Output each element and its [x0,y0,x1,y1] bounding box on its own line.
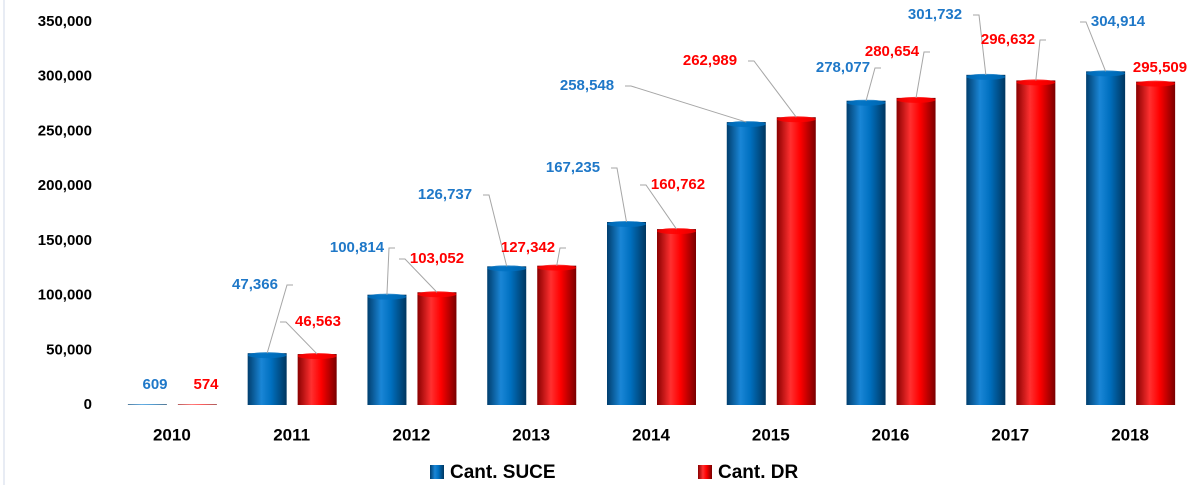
bar-cap [896,96,936,103]
x-tick-label: 2018 [1111,425,1149,444]
x-tick-label: 2011 [273,425,310,444]
y-tick-label: 200,000 [38,177,92,194]
value-label: 296,632 [981,31,1035,48]
leader-line [386,247,395,295]
leader-line [483,194,508,267]
leader-line [1080,21,1107,72]
leader-line [973,14,987,75]
x-tick-label: 2013 [512,425,550,444]
leader-line [748,60,797,118]
value-label: 46,563 [295,313,341,330]
bar [487,266,527,405]
bar [846,100,886,405]
x-tick-label: 2012 [393,425,431,444]
x-tick-label: 2017 [991,425,1029,444]
value-label: 160,762 [651,176,705,193]
bar-cap [966,73,1006,80]
y-tick-label: 150,000 [38,232,92,249]
bar [1086,71,1126,405]
value-label: 304,914 [1091,13,1146,30]
value-label: 126,737 [418,186,472,203]
y-tick-label: 0 [84,396,92,413]
bar [1136,81,1176,405]
bar-cap [776,116,816,123]
leader-line [280,321,318,355]
value-label: 280,654 [865,43,920,60]
bar [966,74,1006,406]
bar [367,294,407,405]
y-tick-label: 300,000 [38,68,92,85]
x-tick-label: 2014 [632,425,670,444]
bar-cap [1136,80,1176,87]
legend-swatch [698,465,712,479]
x-tick-label: 2015 [752,425,790,444]
bar-cap [607,220,646,227]
bar-cap [247,352,287,359]
value-label: 278,077 [816,59,870,76]
bar [776,117,816,405]
bar-cap [846,99,886,106]
value-label: 127,342 [501,239,555,256]
leader-line [1035,39,1046,81]
value-label: 295,509 [1133,59,1187,76]
value-label: 609 [142,376,167,393]
leader-line [865,67,881,101]
bar [297,354,337,405]
bar-cap [417,291,457,298]
legend-label: Cant. DR [718,462,799,483]
bar [537,265,577,405]
y-tick-label: 100,000 [38,287,92,304]
bar [607,221,646,405]
value-label: 47,366 [232,276,278,293]
y-tick-label: 50,000 [46,341,92,358]
bar-cap [297,353,337,360]
y-tick-label: 250,000 [38,122,92,139]
bar [1016,80,1056,405]
bar-cap [367,293,407,300]
bar-cap [1086,70,1126,77]
legend-swatch [430,465,444,479]
value-label: 262,989 [683,52,737,69]
bar [417,292,457,405]
value-label: 103,052 [410,250,464,267]
bar-cap [657,228,696,235]
leader-line [556,247,566,266]
value-label: 167,235 [546,159,600,176]
x-tick-label: 2016 [872,425,910,444]
leader-line [625,85,747,123]
bar [177,404,217,405]
bar-cap [726,121,766,128]
leader-line [399,258,438,293]
leader-line [640,184,677,230]
y-tick-label: 350,000 [38,13,92,30]
bar [726,122,766,405]
value-label: 574 [193,376,219,393]
bar [247,353,287,405]
value-label: 258,548 [560,77,614,94]
bar [657,229,696,405]
value-label: 100,814 [330,239,385,256]
bar-cap [1016,79,1056,86]
bar-cap [537,264,577,271]
leader-line [611,167,627,223]
bar-cap [487,265,527,272]
x-tick-label: 2010 [153,425,191,444]
bar [127,404,167,405]
leader-line [915,51,930,98]
value-label: 301,732 [908,6,962,23]
leader-line [266,284,293,354]
bar [896,97,936,405]
legend-label: Cant. SUCE [450,462,556,483]
